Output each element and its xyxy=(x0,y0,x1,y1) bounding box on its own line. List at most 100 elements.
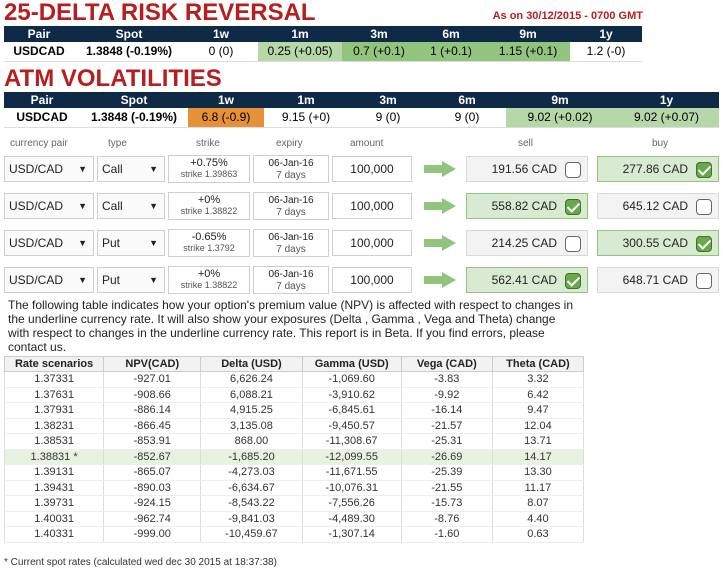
currency-pair-select[interactable]: USD/CAD ▼ xyxy=(4,193,94,219)
scenario-row: 1.38231 -866.45 3,135.08 -9,450.57 -21.57 12.… xyxy=(3,418,585,434)
sell-quote[interactable]: 562.41 CAD xyxy=(466,267,588,293)
as-of-date: As on 30/12/2015 - 0700 GMT xyxy=(492,10,643,22)
rate-cell: 1.40031 xyxy=(3,511,105,527)
rr-1y-cell: 1.2 (-0) xyxy=(570,42,642,62)
scenario-row: 1.39431 -890.03 -6,634.67 -10,076.31 -21.55 1… xyxy=(3,480,585,496)
buy-quote[interactable]: 277.86 CAD xyxy=(597,156,719,182)
delta-cell: -8,543.22 xyxy=(200,495,303,512)
atm-title: ATM VOLATILITIES xyxy=(4,65,222,92)
expiry-field[interactable]: 06-Jan-16 7 days xyxy=(253,155,329,183)
atm-1w-cell: 6.8 (-0.9) xyxy=(188,108,264,128)
npv-cell: -908.66 xyxy=(103,387,202,403)
npv-cell: -962.74 xyxy=(103,511,202,527)
col-theta: Theta (CAD) xyxy=(491,356,585,372)
npv-cell: -890.03 xyxy=(103,480,202,496)
amount-field[interactable]: 100,000 xyxy=(332,156,412,182)
atm-1m-cell: 9.15 (+0) xyxy=(264,108,348,128)
rr-6m-cell: 1 (+0.1) xyxy=(416,42,486,62)
header-currency-pair: currency pair xyxy=(10,138,68,149)
sell-checkbox[interactable] xyxy=(565,199,581,215)
sell-quote[interactable]: 191.56 CAD xyxy=(466,156,588,182)
delta-cell: 4,915.25 xyxy=(200,402,303,419)
buy-quote[interactable]: 648.71 CAD xyxy=(597,267,719,293)
expiry-field[interactable]: 06-Jan-16 7 days xyxy=(253,266,329,294)
npv-cell: -853.91 xyxy=(103,433,202,450)
risk-reversal-title: 25-DELTA RISK REVERSAL xyxy=(4,0,316,26)
option-type-select[interactable]: Put ▼ xyxy=(97,267,165,293)
vega-cell: -3.83 xyxy=(400,371,493,388)
currency-pair-value: USD/CAD xyxy=(9,236,64,250)
strike-field[interactable]: +0.75% strike 1.39863 xyxy=(168,155,250,183)
expiry-field[interactable]: 06-Jan-16 7 days xyxy=(253,229,329,257)
delta-cell: 6,088.21 xyxy=(200,387,303,403)
theta-cell: 12.04 xyxy=(491,418,585,434)
currency-pair-value: USD/CAD xyxy=(9,162,64,176)
atm-header: ATM VOLATILITIES xyxy=(4,65,719,92)
theta-cell: 3.32 xyxy=(491,371,585,388)
option-type-select[interactable]: Put ▼ xyxy=(97,230,165,256)
npv-cell: -924.15 xyxy=(103,495,202,512)
sell-quote[interactable]: 214.25 CAD xyxy=(466,230,588,256)
buy-checkbox[interactable] xyxy=(696,162,712,178)
option-type-select[interactable]: Call ▼ xyxy=(97,156,165,182)
atm-table: Pair Spot 1w 1m 3m 6m 9m 1y USDCAD 1.384… xyxy=(4,92,719,128)
rate-cell: 1.37631 xyxy=(3,387,105,403)
vega-cell: -21.57 xyxy=(400,418,493,434)
strike-field[interactable]: +0% strike 1.38822 xyxy=(168,266,250,294)
delta-cell: -4,273.03 xyxy=(200,464,303,481)
col-9m: 9m xyxy=(506,92,614,108)
rate-cell: 1.39731 xyxy=(3,495,105,512)
theta-cell: 9.47 xyxy=(491,402,585,419)
gamma-cell: -7,556.26 xyxy=(301,495,402,512)
vega-cell: -16.14 xyxy=(400,402,493,419)
amount-field[interactable]: 100,000 xyxy=(332,193,412,219)
gamma-cell: -1,069.60 xyxy=(301,371,402,388)
scenario-row: 1.39731 -924.15 -8,543.22 -7,556.26 -15.73 8.… xyxy=(3,495,585,512)
strike-field[interactable]: -0.65% strike 1.3792 xyxy=(168,229,250,257)
option-type-select[interactable]: Call ▼ xyxy=(97,193,165,219)
col-npv: NPV(CAD) xyxy=(103,356,202,372)
pair-cell: USDCAD xyxy=(4,108,80,128)
option-type-value: Put xyxy=(102,273,121,287)
atm-9m-cell: 9.02 (+0.02) xyxy=(506,108,614,128)
buy-checkbox[interactable] xyxy=(696,273,712,289)
currency-pair-select[interactable]: USD/CAD ▼ xyxy=(4,230,94,256)
rate-cell: 1.37331 xyxy=(3,371,105,388)
atm-header-row: Pair Spot 1w 1m 3m 6m 9m 1y xyxy=(4,92,719,108)
strike-rate: strike 1.3792 xyxy=(183,243,235,253)
arrow-right-icon xyxy=(424,235,458,251)
option-type-value: Put xyxy=(102,236,121,250)
scenario-table: Rate scenarios NPV(CAD) Delta (USD) Gamm… xyxy=(3,356,585,543)
strike-field[interactable]: +0% strike 1.38822 xyxy=(168,192,250,220)
sell-quote[interactable]: 558.82 CAD xyxy=(466,193,588,219)
npv-cell: -852.67 xyxy=(103,449,202,465)
scenario-row: 1.40031 -962.74 -9,841.03 -4,489.30 -8.76 4.4… xyxy=(3,511,585,527)
vega-cell: -9.92 xyxy=(400,387,493,403)
chevron-down-icon: ▼ xyxy=(78,201,87,211)
expiry-field[interactable]: 06-Jan-16 7 days xyxy=(253,192,329,220)
buy-checkbox[interactable] xyxy=(696,199,712,215)
col-1w: 1w xyxy=(184,26,258,42)
col-3m: 3m xyxy=(342,26,416,42)
currency-pair-select[interactable]: USD/CAD ▼ xyxy=(4,156,94,182)
gamma-cell: -12,099.55 xyxy=(301,449,402,465)
sell-checkbox[interactable] xyxy=(565,273,581,289)
delta-cell: -10,459.67 xyxy=(200,526,303,543)
calculator-header: currency pair type strike expiry amount … xyxy=(4,136,719,152)
option-row: USD/CAD ▼ Call ▼ +0% strike 1.38822 06-Jan-… xyxy=(4,190,719,222)
buy-price: 300.55 CAD xyxy=(622,236,688,250)
col-vega: Vega (CAD) xyxy=(400,356,493,372)
amount-field[interactable]: 100,000 xyxy=(332,230,412,256)
rate-cell: 1.40331 xyxy=(3,526,105,543)
col-1y: 1y xyxy=(570,26,642,42)
buy-quote[interactable]: 645.12 CAD xyxy=(597,193,719,219)
buy-checkbox[interactable] xyxy=(696,236,712,252)
scenario-row: 1.40331 -999.00 -10,459.67 -1,307.14 -1.60 0.… xyxy=(3,526,585,543)
col-6m: 6m xyxy=(428,92,506,108)
sell-checkbox[interactable] xyxy=(565,236,581,252)
risk-reversal-header: 25-DELTA RISK REVERSAL As on 30/12/2015 … xyxy=(4,0,719,26)
buy-quote[interactable]: 300.55 CAD xyxy=(597,230,719,256)
amount-field[interactable]: 100,000 xyxy=(332,267,412,293)
sell-checkbox[interactable] xyxy=(565,162,581,178)
currency-pair-select[interactable]: USD/CAD ▼ xyxy=(4,267,94,293)
